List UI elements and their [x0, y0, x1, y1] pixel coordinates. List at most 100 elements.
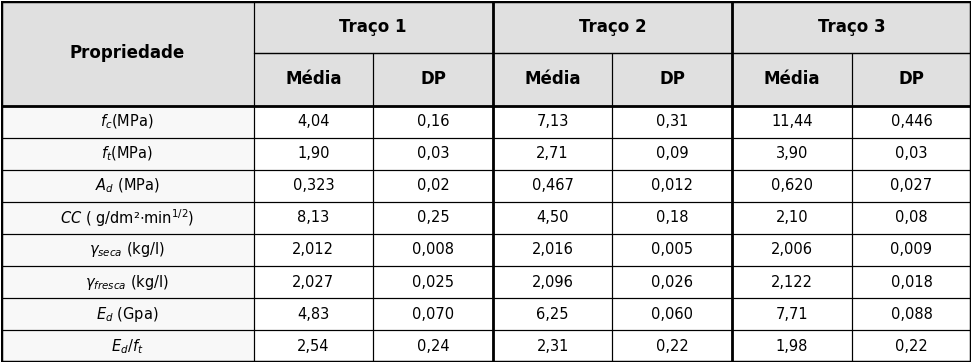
Bar	[612, 266, 732, 298]
Text: 2,016: 2,016	[532, 242, 573, 257]
Bar	[493, 53, 612, 106]
Bar	[612, 298, 732, 330]
Bar	[612, 330, 732, 362]
Text: $E_d$ (Gpa): $E_d$ (Gpa)	[96, 305, 158, 324]
Bar	[373, 202, 493, 234]
Bar	[1, 1, 254, 106]
Text: DP: DP	[659, 70, 685, 88]
Bar	[493, 1, 732, 53]
Bar	[254, 170, 373, 202]
Bar	[1, 106, 254, 138]
Text: Traço 1: Traço 1	[339, 18, 407, 36]
Bar	[254, 234, 373, 266]
Text: 2,096: 2,096	[532, 274, 573, 290]
Bar	[1, 138, 254, 170]
Text: $E_d$/$f_t$: $E_d$/$f_t$	[111, 337, 144, 356]
Bar	[254, 106, 373, 138]
Bar	[851, 106, 971, 138]
Text: 2,012: 2,012	[293, 242, 334, 257]
Bar	[493, 106, 612, 138]
Text: 0,22: 0,22	[656, 339, 688, 354]
Bar	[1, 170, 254, 202]
Text: Média: Média	[764, 70, 820, 88]
Bar	[1, 298, 254, 330]
Bar	[254, 53, 373, 106]
Bar	[493, 266, 612, 298]
Bar	[732, 106, 851, 138]
Bar	[254, 1, 493, 53]
Bar	[493, 1, 732, 53]
Bar	[493, 298, 612, 330]
Bar	[851, 53, 971, 106]
Bar	[1, 170, 254, 202]
Bar	[1, 202, 254, 234]
Bar	[373, 170, 493, 202]
Bar	[254, 1, 493, 53]
Bar	[732, 234, 851, 266]
Bar	[373, 298, 493, 330]
Text: 1,98: 1,98	[776, 339, 808, 354]
Bar	[254, 330, 373, 362]
Text: $A_d$ (MPa): $A_d$ (MPa)	[94, 176, 159, 195]
Bar	[851, 298, 971, 330]
Bar	[851, 170, 971, 202]
Bar	[373, 202, 493, 234]
Bar	[254, 202, 373, 234]
Bar	[612, 266, 732, 298]
Text: Média: Média	[285, 70, 341, 88]
Bar	[732, 266, 851, 298]
Text: $\gamma_{fresca}$ (kg/l): $\gamma_{fresca}$ (kg/l)	[86, 273, 169, 291]
Text: 0,24: 0,24	[417, 339, 449, 354]
Text: DP: DP	[898, 70, 924, 88]
Text: 2,006: 2,006	[771, 242, 813, 257]
Text: 0,008: 0,008	[412, 242, 454, 257]
Bar	[493, 330, 612, 362]
Bar	[732, 106, 851, 138]
Text: 0,467: 0,467	[532, 178, 573, 193]
Text: 4,50: 4,50	[537, 211, 569, 225]
Bar	[612, 202, 732, 234]
Bar	[493, 138, 612, 170]
Text: 0,03: 0,03	[417, 146, 449, 161]
Bar	[254, 53, 373, 106]
Bar	[851, 234, 971, 266]
Text: 8,13: 8,13	[297, 211, 330, 225]
Text: 2,10: 2,10	[776, 211, 808, 225]
Bar	[254, 202, 373, 234]
Bar	[493, 53, 612, 106]
Text: DP: DP	[420, 70, 446, 88]
Bar	[612, 53, 732, 106]
Text: 2,027: 2,027	[293, 274, 334, 290]
Bar	[851, 106, 971, 138]
Text: 0,009: 0,009	[890, 242, 932, 257]
Text: 7,13: 7,13	[537, 114, 569, 129]
Text: $f_t$(MPa): $f_t$(MPa)	[101, 144, 154, 163]
Bar	[1, 202, 254, 234]
Text: $\gamma_{seca}$ (kg/l): $\gamma_{seca}$ (kg/l)	[89, 240, 165, 260]
Bar	[373, 106, 493, 138]
Text: Traço 3: Traço 3	[817, 18, 885, 36]
Bar	[254, 234, 373, 266]
Bar	[851, 330, 971, 362]
Bar	[732, 138, 851, 170]
Text: 6,25: 6,25	[537, 307, 569, 322]
Bar	[373, 106, 493, 138]
Bar	[612, 138, 732, 170]
Text: 4,04: 4,04	[297, 114, 330, 129]
Text: 2,71: 2,71	[537, 146, 569, 161]
Text: $f_c$(MPa): $f_c$(MPa)	[100, 113, 154, 131]
Bar	[612, 234, 732, 266]
Bar	[493, 170, 612, 202]
Bar	[373, 138, 493, 170]
Text: 0,012: 0,012	[651, 178, 693, 193]
Bar	[1, 1, 254, 106]
Text: 0,22: 0,22	[895, 339, 928, 354]
Bar	[732, 1, 971, 53]
Text: 7,71: 7,71	[776, 307, 808, 322]
Bar	[373, 330, 493, 362]
Text: 2,31: 2,31	[537, 339, 569, 354]
Bar	[1, 330, 254, 362]
Bar	[612, 106, 732, 138]
Bar	[1, 266, 254, 298]
Bar	[732, 53, 851, 106]
